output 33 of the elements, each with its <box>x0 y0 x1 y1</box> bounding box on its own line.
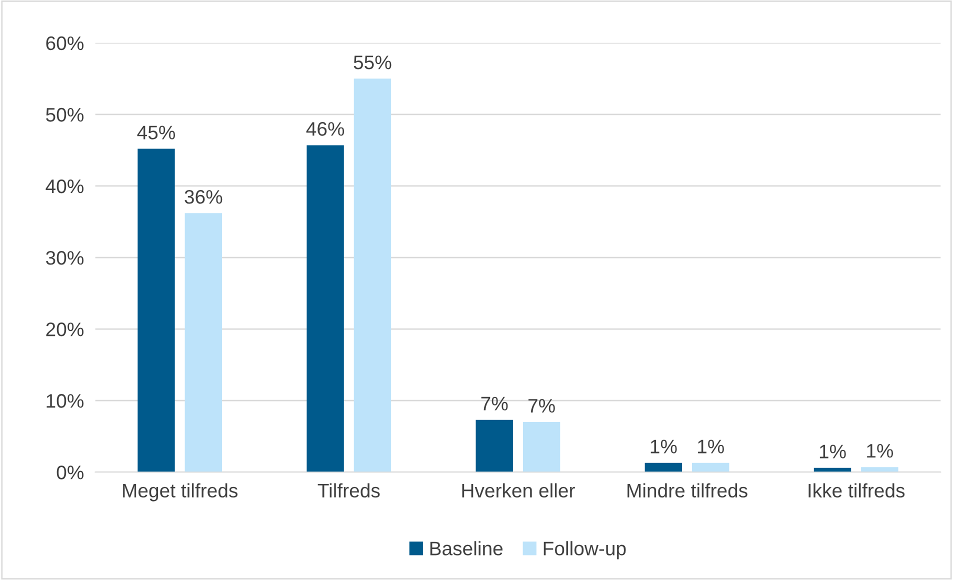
data-label: 1% <box>867 444 894 458</box>
y-tick-label: 20% <box>46 322 84 336</box>
data-label: 7% <box>481 396 508 410</box>
x-tick-label: Meget tilfreds <box>123 483 238 502</box>
data-label: 7% <box>528 398 555 413</box>
x-tick-label: Hverken eller <box>462 483 575 498</box>
data-label: 46% <box>306 122 344 136</box>
data-label: 45% <box>137 126 176 140</box>
bar <box>644 462 682 472</box>
data-label: 1% <box>650 440 677 454</box>
data-label: 1% <box>698 440 724 454</box>
legend-label: Baseline <box>430 541 503 556</box>
data-label: 55% <box>354 56 392 70</box>
y-tick-label: 10% <box>46 394 84 408</box>
data-label: 1% <box>820 444 846 458</box>
x-tick-label: Tilfreds <box>318 483 380 498</box>
y-tick-label: 30% <box>46 250 84 265</box>
data-label: 36% <box>184 190 222 204</box>
bar <box>476 420 513 472</box>
bar <box>522 422 560 472</box>
y-tick-label: 0% <box>56 466 84 480</box>
legend-label: Follow-up <box>544 541 626 560</box>
bar <box>354 78 392 472</box>
bar <box>692 462 730 472</box>
bar <box>138 148 175 472</box>
x-tick-label: Ikke tilfreds <box>808 483 905 498</box>
bar <box>306 145 344 472</box>
y-tick-label: 60% <box>46 36 84 50</box>
bar <box>184 213 222 472</box>
y-tick-label: 40% <box>46 179 84 194</box>
bar <box>861 467 898 472</box>
x-tick-label: Mindre tilfreds <box>628 483 748 498</box>
y-tick-label: 50% <box>46 108 84 122</box>
